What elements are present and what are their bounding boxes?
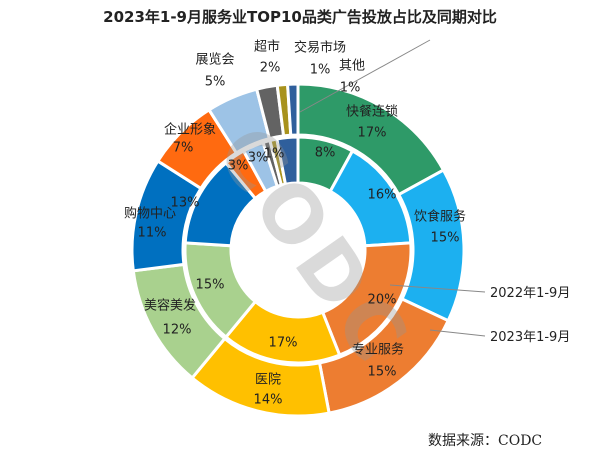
legend-2023: 2023年1-9月 bbox=[490, 330, 571, 345]
category-label: 展览会 bbox=[195, 52, 235, 68]
inner-value-label: 16% bbox=[367, 187, 397, 203]
legend-2022: 2022年1-9月 bbox=[490, 286, 571, 301]
category-label: 快餐连锁 bbox=[345, 104, 399, 120]
category-label: 超市 bbox=[253, 39, 281, 55]
outer-value-label: 1% bbox=[339, 80, 361, 96]
inner-slice bbox=[275, 135, 300, 186]
category-label: 企业形象 bbox=[163, 122, 217, 138]
category-label: 医院 bbox=[254, 372, 282, 388]
inner-value-label: 3% bbox=[227, 158, 249, 174]
inner-value-label: 20% bbox=[367, 292, 397, 308]
inner-value-label: 17% bbox=[268, 335, 298, 351]
outer-value-label: 1% bbox=[309, 62, 331, 78]
category-label: 专业服务 bbox=[351, 342, 405, 358]
inner-value-label: 8% bbox=[314, 145, 336, 161]
category-label: 交易市场 bbox=[293, 40, 347, 56]
category-label: 饮食服务 bbox=[413, 209, 467, 225]
category-label: 其他 bbox=[338, 58, 366, 74]
category-label: 美容美发 bbox=[143, 298, 197, 314]
leader-line bbox=[429, 329, 486, 337]
outer-value-label: 15% bbox=[430, 230, 460, 246]
leader-line bbox=[299, 39, 431, 113]
outer-value-label: 11% bbox=[137, 225, 167, 241]
outer-value-label: 15% bbox=[367, 364, 397, 380]
leader-line bbox=[389, 284, 486, 293]
inner-value-label: 13% bbox=[170, 195, 200, 211]
category-label: 购物中心 bbox=[123, 206, 177, 222]
outer-slice bbox=[285, 82, 300, 137]
outer-value-label: 12% bbox=[162, 322, 192, 338]
inner-value-label: 3% bbox=[247, 150, 269, 166]
chart-title: 2023年1-9月服务业TOP10品类广告投放占比及同期对比 bbox=[103, 8, 497, 26]
outer-value-label: 2% bbox=[259, 60, 281, 76]
outer-value-label: 14% bbox=[253, 392, 283, 408]
inner-value-label: 15% bbox=[195, 277, 225, 293]
source-note: 数据来源：CODC bbox=[428, 433, 543, 449]
outer-value-label: 7% bbox=[172, 140, 194, 156]
outer-value-label: 17% bbox=[357, 125, 387, 141]
inner-value-label: 1% bbox=[263, 146, 285, 162]
outer-value-label: 5% bbox=[204, 74, 226, 90]
